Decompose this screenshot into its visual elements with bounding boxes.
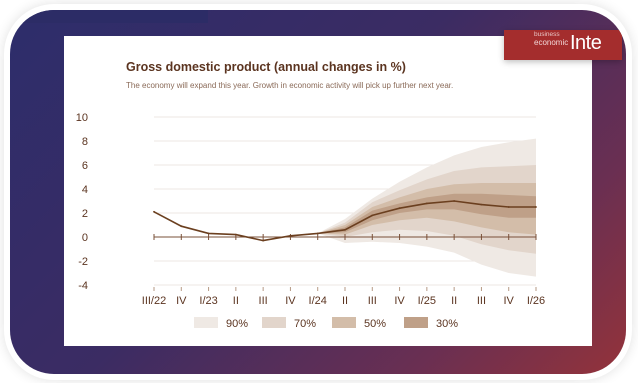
gdp-point xyxy=(425,202,428,205)
y-tick-label: 4 xyxy=(82,184,88,196)
y-tick-label: 8 xyxy=(82,136,88,148)
top-bar xyxy=(18,10,208,23)
y-tick-label: 10 xyxy=(76,112,88,124)
brand-logo: business economic Inte xyxy=(504,30,622,60)
gdp-point xyxy=(507,206,510,208)
y-tick-label: 6 xyxy=(82,160,88,172)
x-tick-label: III/22 xyxy=(142,295,166,307)
x-tick-label: III xyxy=(259,295,268,307)
chart-card: Gross domestic product (annual changes i… xyxy=(64,30,622,346)
y-tick-label: 2 xyxy=(82,208,88,220)
gdp-point xyxy=(371,214,374,217)
x-tick-label: I/25 xyxy=(418,295,436,307)
brand-mid-text: economic xyxy=(534,38,569,47)
y-tick-label: -4 xyxy=(78,280,88,292)
gdp-point xyxy=(480,203,483,206)
gdp-point xyxy=(289,234,292,237)
chart-title: Gross domestic product (annual changes i… xyxy=(126,60,406,74)
legend-swatch-50pct xyxy=(332,317,356,328)
gdp-point xyxy=(344,228,346,231)
gdp-point xyxy=(180,225,183,228)
gdp-point xyxy=(153,210,155,213)
gdp-point xyxy=(453,200,456,202)
gdp-point xyxy=(234,233,237,236)
y-tick-label: 0 xyxy=(82,232,88,244)
legend-label: 70% xyxy=(294,318,316,330)
x-tick-label: III xyxy=(368,295,377,307)
fan-band-30pct xyxy=(317,193,536,234)
gdp-point xyxy=(316,232,319,235)
x-tick-label: IV xyxy=(394,295,405,307)
x-tick-label: II xyxy=(233,295,239,307)
x-tick-label: II xyxy=(342,295,348,307)
gdp-point xyxy=(535,206,537,208)
y-tick-label: -2 xyxy=(78,256,88,268)
chart-subtitle: The economy will expand this year. Growt… xyxy=(126,81,454,90)
x-tick-label: IV xyxy=(285,295,296,307)
x-tick-label: I/24 xyxy=(309,295,327,307)
gdp-point xyxy=(398,207,401,210)
brand-small-text: business xyxy=(534,31,560,38)
legend-swatch-90pct xyxy=(194,317,218,328)
legend-swatch-30pct xyxy=(404,317,428,328)
legend-label: 50% xyxy=(364,318,386,330)
x-tick-label: IV xyxy=(504,295,515,307)
legend-label: 30% xyxy=(436,318,458,330)
gdp-point xyxy=(262,239,265,242)
x-tick-label: I/23 xyxy=(199,295,217,307)
x-tick-label: IV xyxy=(176,295,187,307)
x-tick-label: II xyxy=(451,295,457,307)
legend-label: 90% xyxy=(226,318,248,330)
legend-swatch-70pct xyxy=(262,317,286,328)
brand-big-text: Inte xyxy=(570,32,602,54)
slide-frame: Gross domestic product (annual changes i… xyxy=(10,10,626,374)
x-tick-label: III xyxy=(477,295,486,307)
gdp-point xyxy=(207,232,210,235)
x-tick-label: I/26 xyxy=(527,295,545,307)
